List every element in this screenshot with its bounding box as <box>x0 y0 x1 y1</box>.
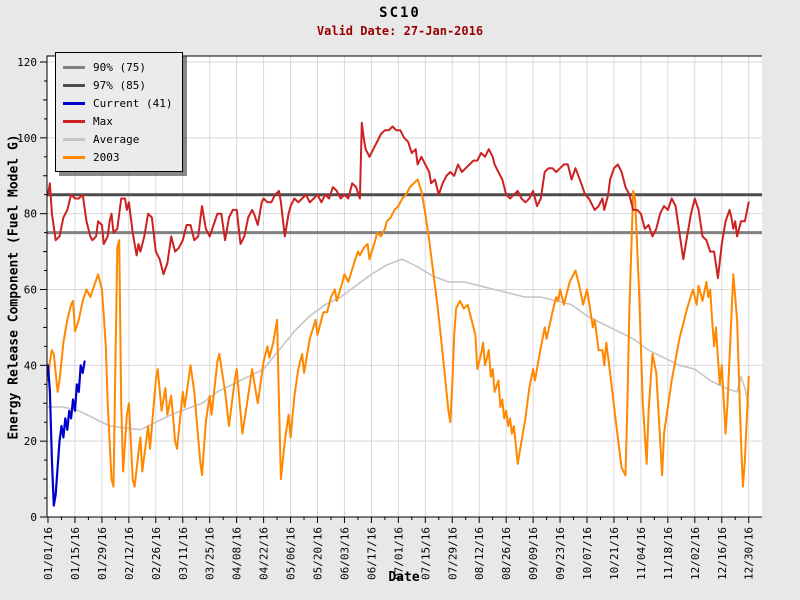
legend-item-97-85: 97% (85) <box>63 76 172 94</box>
x-axis-tick-label: 01/15/16 <box>69 527 82 580</box>
x-axis-tick-label: 11/18/16 <box>662 527 675 580</box>
x-axis-tick-label: 05/06/16 <box>285 527 298 580</box>
page-title: SC10 <box>379 5 421 21</box>
x-axis-tick-label: 09/09/16 <box>527 527 540 580</box>
legend-item-label: 90% (75) <box>93 60 146 74</box>
y-axis-tick-label: 40 <box>24 359 37 372</box>
x-axis-tick-label: 04/22/16 <box>258 527 271 580</box>
legend-item-label: Max <box>93 114 113 128</box>
x-axis-tick-label: 07/01/16 <box>392 527 405 580</box>
x-axis-tick-label: 05/20/16 <box>312 527 325 580</box>
x-axis-tick-label: 07/29/16 <box>446 527 459 580</box>
x-axis-tick-label: 06/03/16 <box>338 527 351 580</box>
legend-item-max: Max <box>63 112 172 130</box>
y-axis-tick-label: 60 <box>24 284 37 297</box>
x-axis-title: Date <box>388 570 420 585</box>
x-axis-tick-label: 12/02/16 <box>689 527 702 580</box>
y-axis-tick-label: 0 <box>30 511 37 524</box>
legend-swatch <box>63 83 85 87</box>
x-axis-tick-label: 08/26/16 <box>500 527 513 580</box>
x-axis-tick-label: 11/04/16 <box>635 527 648 580</box>
legend-swatch <box>63 65 85 69</box>
legend-item-current-41: Current (41) <box>63 94 172 112</box>
series-current-41-line <box>46 360 86 507</box>
x-axis-tick-label: 10/07/16 <box>581 527 594 580</box>
y-axis-title: Energy Release Component (Fuel Model G) <box>6 134 22 440</box>
series-average-line <box>47 258 750 431</box>
legend-item-label: Current (41) <box>93 96 173 110</box>
legend-swatch <box>63 155 85 159</box>
y-axis-tick-label: 100 <box>17 132 37 145</box>
x-axis-tick-label: 01/01/16 <box>42 527 55 580</box>
legend: 90% (75) 97% (85) Current (41) Max Average 20… <box>55 52 184 172</box>
plot-frame <box>46 55 762 518</box>
legend-swatch <box>63 137 85 141</box>
x-axis-tick-label: 01/29/16 <box>96 527 109 580</box>
legend-swatch <box>63 101 85 105</box>
legend-item-label: 2003 <box>93 150 120 164</box>
legend-swatch <box>63 119 85 123</box>
series-max-line <box>47 121 750 280</box>
legend-item-90-75: 90% (75) <box>63 58 172 76</box>
x-axis-tick-label: 07/15/16 <box>419 527 432 580</box>
x-axis-tick-label: 04/08/16 <box>231 527 244 580</box>
x-axis-tick-label: 10/21/16 <box>608 527 621 580</box>
x-axis-tick-label: 03/11/16 <box>177 527 190 580</box>
series-2003-line <box>47 178 750 488</box>
x-axis-tick-label: 03/25/16 <box>204 527 217 580</box>
y-axis-tick-label: 80 <box>24 208 37 221</box>
x-axis-tick-label: 12/16/16 <box>716 527 729 580</box>
legend-item-average: Average <box>63 130 172 148</box>
x-axis-tick-label: 08/12/16 <box>473 527 486 580</box>
x-axis-tick-label: 02/12/16 <box>123 527 136 580</box>
x-axis-tick-label: 09/23/16 <box>554 527 567 580</box>
valid-date-subtitle: Valid Date: 27-Jan-2016 <box>316 24 484 38</box>
x-axis-tick-label: 06/17/16 <box>365 527 378 580</box>
legend-item-label: Average <box>93 132 140 146</box>
x-axis-tick-label: 02/26/16 <box>150 527 163 580</box>
x-axis-tick-label: 12/30/16 <box>743 527 756 580</box>
y-axis-tick-label: 20 <box>24 435 37 448</box>
y-axis-tick-label: 120 <box>17 56 37 69</box>
legend-item-label: 97% (85) <box>93 78 146 92</box>
legend-item-2003: 2003 <box>63 148 172 166</box>
